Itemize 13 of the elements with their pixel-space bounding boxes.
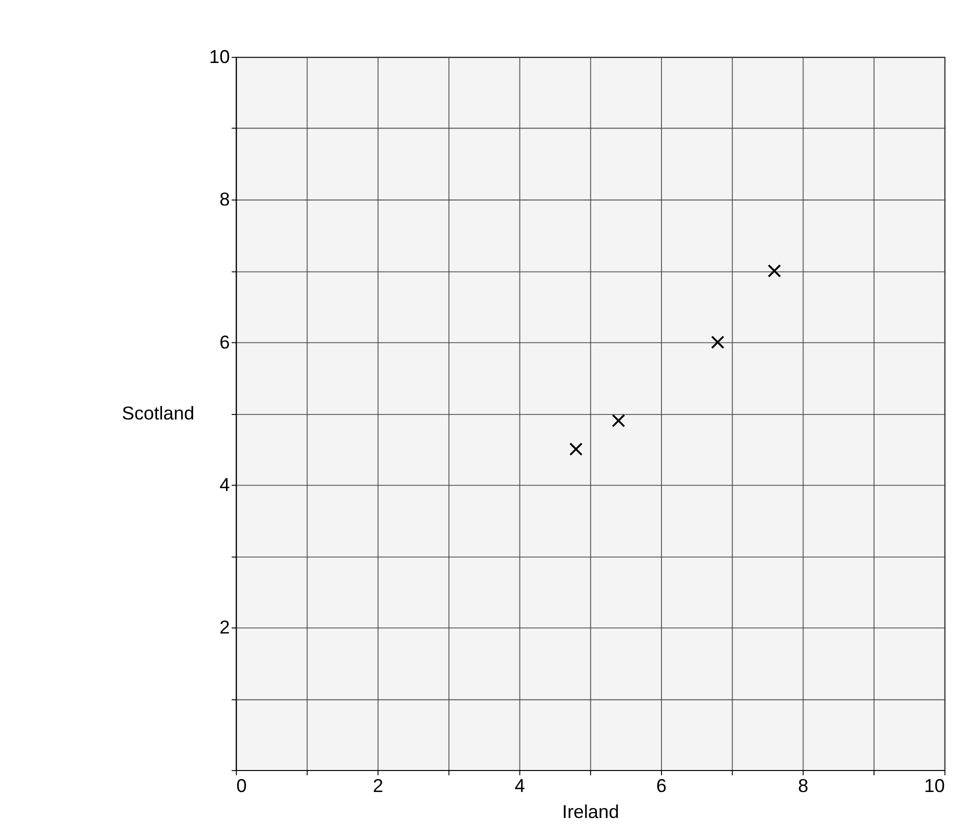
x-tick-label: 6: [656, 775, 667, 796]
y-axis-title: Scotland: [122, 402, 194, 424]
x-axis-title: Ireland: [562, 801, 620, 822]
x-tick-label: 0: [236, 775, 247, 796]
x-tick-label: 10: [924, 775, 945, 796]
y-tick-label: 2: [219, 616, 230, 638]
y-tick-label: 6: [219, 331, 230, 352]
y-tick-label: 8: [219, 188, 230, 210]
x-tick-label: 8: [798, 775, 808, 796]
x-tick-label: 4: [514, 775, 525, 796]
y-tick-label: 10: [209, 46, 230, 67]
y-tick-label: 4: [219, 474, 230, 495]
x-tick-label: 2: [372, 775, 384, 796]
